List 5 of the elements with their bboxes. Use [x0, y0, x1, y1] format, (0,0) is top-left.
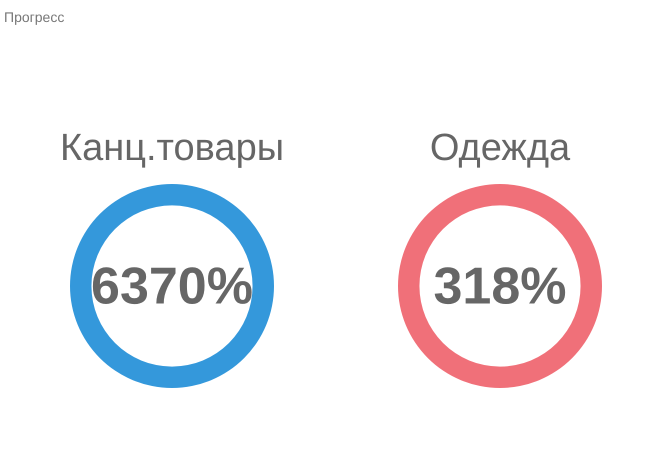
category-label: Одежда	[428, 126, 572, 171]
data-label: 6370%	[91, 257, 253, 316]
category-label: Канц.товары	[58, 126, 286, 171]
text: Прогресс	[4, 9, 64, 25]
data-label: 318%	[434, 257, 566, 316]
